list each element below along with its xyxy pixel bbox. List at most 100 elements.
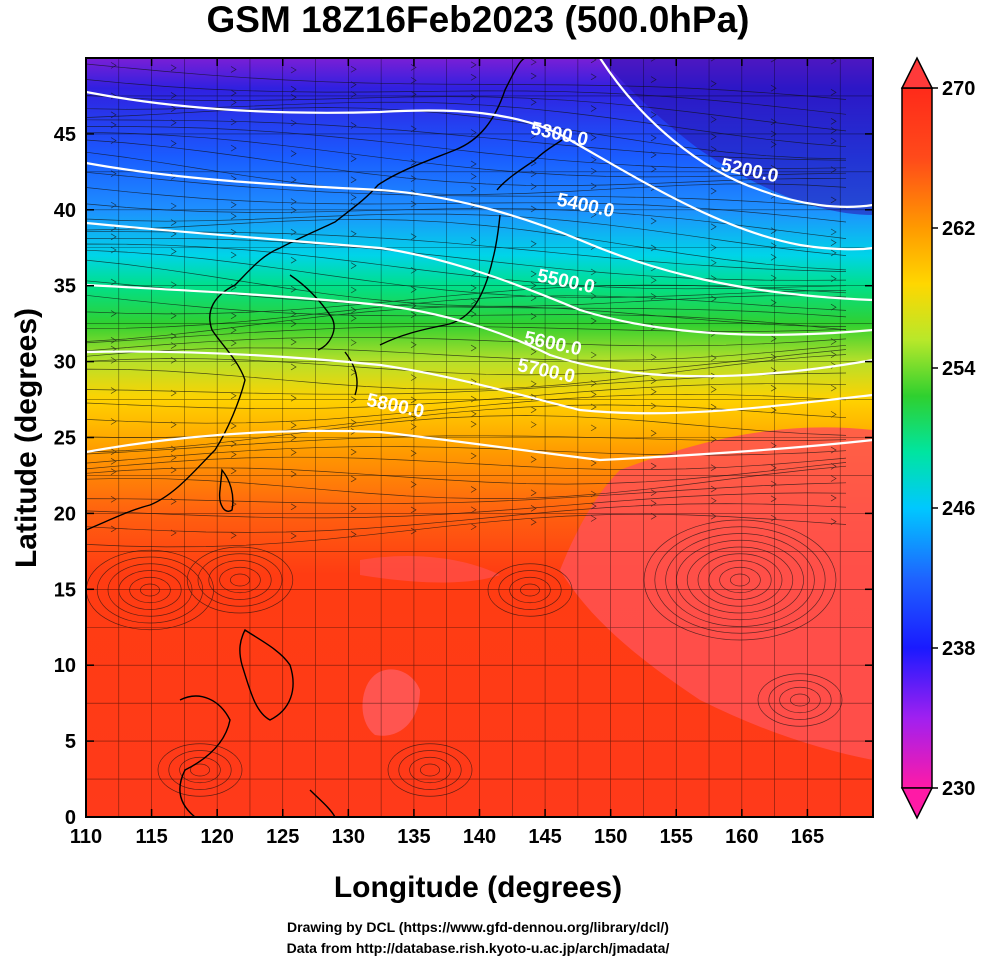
colorbar-tick-label: 254 xyxy=(942,358,976,380)
streamline xyxy=(86,196,847,239)
flow-arrow xyxy=(830,249,837,257)
flow-arrow xyxy=(470,270,477,277)
flow-arrow xyxy=(410,267,417,274)
streamline xyxy=(86,151,847,195)
flow-arrow xyxy=(710,80,717,87)
flow-arrow xyxy=(590,490,597,498)
colorbar-bottom-arrow xyxy=(900,787,934,820)
flow-arrow xyxy=(830,494,837,502)
flow-arrow xyxy=(170,356,177,364)
flow-arrow xyxy=(530,380,537,388)
circulation-ring xyxy=(676,539,804,621)
flow-arrow xyxy=(530,518,537,526)
streamline xyxy=(86,415,847,453)
flow-arrow xyxy=(650,111,657,119)
flow-arrow xyxy=(110,233,117,241)
circulation-ring xyxy=(197,553,283,607)
flow-arrow xyxy=(650,276,657,284)
circulation-ring xyxy=(129,576,171,604)
flow-arrow xyxy=(830,118,837,125)
flow-arrow xyxy=(530,282,537,289)
flow-arrow xyxy=(350,176,357,184)
flow-arrow xyxy=(710,403,717,411)
colorbar-gradient xyxy=(901,87,933,789)
colorbar-tick-label: 230 xyxy=(942,778,975,800)
flow-arrow xyxy=(650,353,657,361)
x-tick-label: 145 xyxy=(528,826,561,848)
flow-arrow xyxy=(530,205,537,213)
warm-pool-region xyxy=(560,427,873,760)
flow-arrow xyxy=(290,66,297,74)
flow-arrow xyxy=(290,256,297,264)
flow-arrow xyxy=(410,481,417,488)
flow-arrow xyxy=(830,275,837,283)
x-axis-ticks: 110 115 120 125 130 135 140 145 150 155 160 165 xyxy=(70,58,824,848)
flow-arrow xyxy=(590,134,597,141)
circulation-ring xyxy=(96,556,204,624)
flow-arrow xyxy=(410,527,417,535)
figure-title: GSM 18Z16Feb2023 (500.0hPa) xyxy=(207,0,750,40)
streamline xyxy=(86,349,847,376)
flow-arrow xyxy=(350,531,357,538)
flow-arrow xyxy=(470,284,477,292)
height-contours xyxy=(86,58,873,462)
circulation-ring xyxy=(219,566,261,594)
flow-arrow xyxy=(590,380,597,387)
flow-arrow xyxy=(290,421,297,429)
flow-arrow xyxy=(830,462,837,470)
flow-arrow xyxy=(530,170,537,178)
colorbar-tick-label: 262 xyxy=(942,218,975,240)
colorbar-top-arrow xyxy=(900,56,934,89)
flow-arrow xyxy=(770,353,777,361)
flow-arrow xyxy=(830,338,837,345)
flow-arrow xyxy=(830,196,837,204)
flow-arrow xyxy=(110,525,117,533)
flow-arrow xyxy=(650,462,657,470)
flow-arrow xyxy=(110,418,117,425)
flow-arrow xyxy=(710,259,717,267)
flow-arrow xyxy=(830,303,837,311)
flow-arrow xyxy=(410,506,417,514)
flow-arrow xyxy=(770,227,777,235)
flow-arrow xyxy=(710,485,717,493)
flow-arrow xyxy=(830,89,837,96)
flow-arrow xyxy=(110,310,117,317)
streamline xyxy=(86,237,847,281)
flow-arrow xyxy=(470,506,477,514)
flow-arrow xyxy=(530,505,537,512)
y-tick-label: 40 xyxy=(54,200,76,222)
flow-arrow xyxy=(830,351,837,358)
flow-arrow xyxy=(290,363,297,371)
flow-arrow xyxy=(110,357,117,364)
circulation-ring xyxy=(190,763,210,777)
flow-arrow xyxy=(650,165,657,173)
circulation-ring xyxy=(420,763,440,777)
circulation-ring xyxy=(409,756,451,784)
flow-arrow xyxy=(530,421,537,428)
streamline xyxy=(86,295,847,329)
streamline xyxy=(86,513,847,548)
flow-arrow xyxy=(350,262,357,269)
circulation-ring xyxy=(118,570,182,610)
flow-arrow xyxy=(710,497,717,505)
flow-arrow xyxy=(290,449,297,456)
streamline xyxy=(86,336,847,352)
flow-arrow xyxy=(650,388,657,396)
flow-arrow xyxy=(650,151,657,159)
circulation-ring xyxy=(107,563,193,617)
flow-arrow xyxy=(290,310,297,318)
circulation-ring xyxy=(168,750,232,790)
flow-arrow xyxy=(230,284,237,291)
streamline xyxy=(86,218,847,271)
flow-arrow xyxy=(350,448,357,456)
flow-arrow xyxy=(110,201,117,209)
streamline xyxy=(86,456,847,471)
flow-arrow xyxy=(410,175,417,182)
vortices xyxy=(86,519,843,797)
flow-arrow xyxy=(470,93,477,101)
circulation-ring xyxy=(208,560,272,600)
streamline xyxy=(86,435,847,455)
contour-5600 xyxy=(86,283,873,378)
flow-arrow xyxy=(470,185,477,193)
circulation-ring xyxy=(230,573,250,587)
